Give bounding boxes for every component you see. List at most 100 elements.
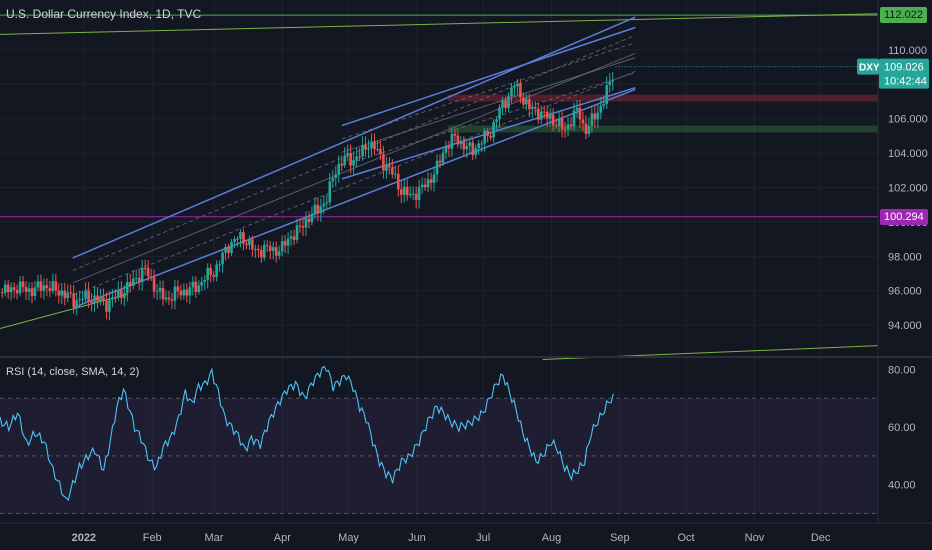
candle-body: [379, 148, 382, 155]
x-tick-label: Nov: [745, 532, 765, 544]
candle-body: [575, 107, 579, 111]
candle-body: [471, 142, 475, 156]
candle-body: [316, 204, 320, 214]
candle-body: [191, 281, 195, 288]
candle-body: [391, 167, 394, 175]
candle-body: [230, 242, 233, 254]
candle-body: [24, 287, 28, 292]
candle-body: [590, 113, 594, 126]
candle-body: [402, 186, 406, 195]
candle-body: [33, 287, 37, 297]
candle-body: [566, 124, 570, 130]
candle-body: [456, 135, 460, 145]
candle-body: [30, 288, 34, 297]
x-tick-label: Dec: [811, 532, 831, 544]
trend-line: [0, 13, 879, 35]
candle-body: [167, 297, 171, 300]
candle-body: [248, 239, 251, 246]
candle-body: [432, 174, 436, 183]
candle-body: [72, 293, 75, 307]
candle-body: [545, 111, 549, 119]
candle-body: [48, 288, 52, 292]
candle-body: [161, 287, 165, 300]
candle-body: [134, 277, 138, 279]
candle-body: [519, 83, 522, 98]
candle-body: [280, 241, 284, 252]
candle-body: [3, 284, 7, 294]
candle-body: [593, 113, 597, 120]
candle-body: [117, 289, 120, 298]
candle-body: [528, 99, 531, 110]
candle-body: [495, 119, 498, 122]
x-tick-label: Oct: [678, 532, 695, 544]
candle-body: [295, 225, 299, 240]
candle-body: [465, 146, 469, 150]
candle-body: [200, 281, 204, 286]
candle-body: [462, 140, 466, 150]
candle-body: [179, 290, 183, 296]
candle-body: [102, 297, 105, 301]
rsi-line: [0, 365, 614, 502]
candle-body: [51, 281, 55, 292]
trend-lines-layer: [0, 13, 879, 360]
candle-body: [75, 300, 78, 307]
rsi-tick-label: 40.00: [888, 480, 916, 492]
y-tick-label: 102.000: [888, 182, 928, 194]
candle-body: [507, 96, 510, 108]
candle-body: [108, 299, 111, 312]
candle-body: [111, 297, 114, 300]
candle-body: [370, 141, 373, 149]
candle-body: [414, 193, 418, 201]
candle-body: [599, 105, 603, 113]
candle-body: [441, 152, 445, 163]
candle-body: [361, 144, 364, 157]
candle-body: [319, 206, 323, 214]
candle-body: [355, 156, 358, 160]
candle-body: [0, 292, 4, 294]
candle-body: [81, 299, 84, 301]
candle-body: [164, 297, 168, 300]
candle-body: [146, 267, 150, 277]
candle-body: [27, 288, 31, 292]
candle-body: [257, 248, 260, 251]
candle-body: [450, 133, 454, 149]
candle-body: [438, 160, 442, 163]
candle-body: [343, 155, 346, 166]
symbol-tag: [857, 58, 879, 75]
candle-body: [15, 289, 19, 294]
channel-line: [72, 88, 636, 309]
y-tick-label: 106.000: [888, 114, 928, 126]
candle-body: [453, 133, 457, 136]
candle-body: [560, 118, 564, 130]
candle-body: [539, 111, 543, 120]
candle-body: [260, 250, 263, 258]
countdown: 10:42:44: [884, 76, 927, 88]
candle-body: [602, 103, 606, 106]
candle-body: [394, 173, 397, 175]
rsi-tick-label: 60.00: [888, 422, 916, 434]
candle-body: [337, 163, 341, 175]
candle-body: [328, 181, 332, 203]
candle-body: [304, 218, 308, 228]
sub-channel-line: [341, 72, 636, 167]
levels-layer: [0, 14, 878, 218]
candle-body: [608, 81, 612, 86]
candle-body: [531, 107, 534, 110]
candle-body: [474, 148, 478, 156]
candle-body: [447, 146, 451, 149]
candle-body: [557, 118, 561, 126]
candle-body: [254, 248, 257, 250]
rsi-tick-label: 80.00: [888, 365, 916, 377]
candle-body: [298, 225, 302, 227]
candle-body: [554, 125, 558, 127]
candle-body: [128, 282, 132, 286]
candle-body: [236, 238, 239, 240]
candle-body: [39, 281, 43, 291]
candle-body: [57, 290, 61, 296]
candle-body: [310, 213, 314, 222]
candle-body: [385, 165, 388, 171]
candle-body: [233, 238, 236, 243]
candle-body: [542, 111, 546, 113]
candle-body: [271, 247, 275, 252]
